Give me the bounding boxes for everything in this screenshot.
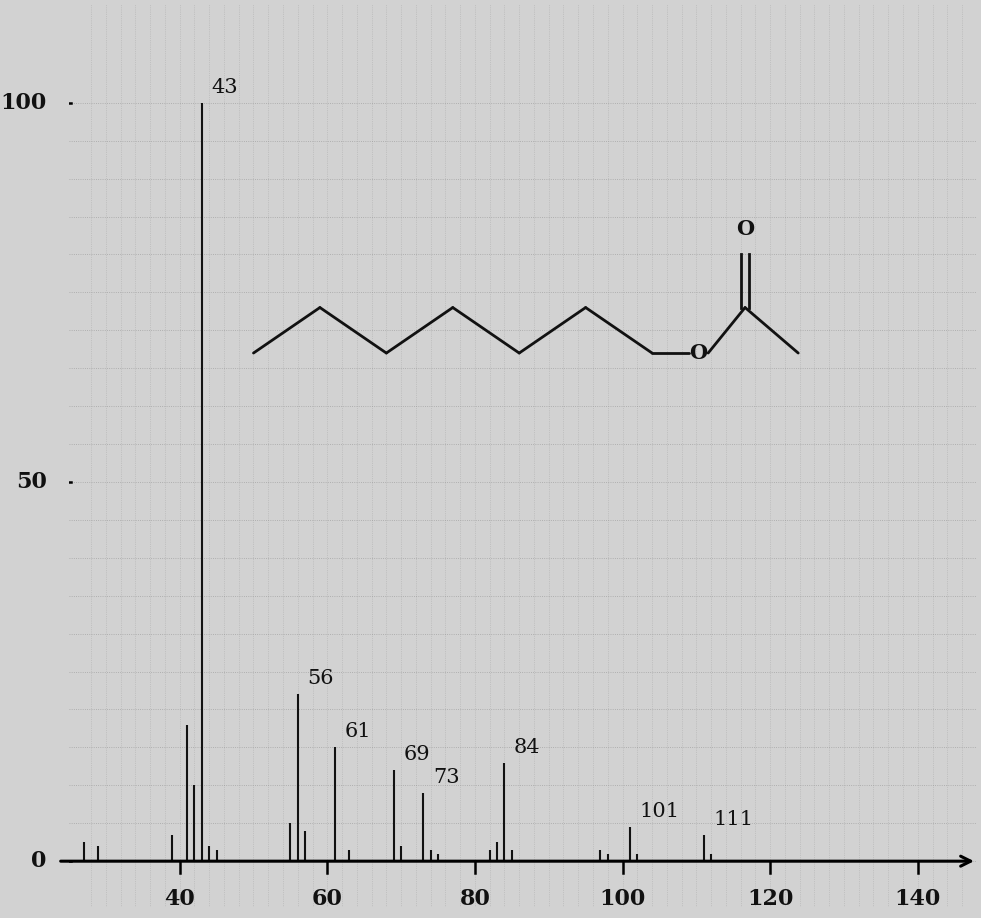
Text: 100: 100 [599,888,645,910]
Text: O: O [690,343,707,363]
Text: 101: 101 [640,802,680,821]
Text: 120: 120 [747,888,794,910]
Text: 140: 140 [895,888,941,910]
Text: 111: 111 [713,810,753,829]
Text: 80: 80 [459,888,490,910]
Text: 50: 50 [16,471,47,493]
Text: 0: 0 [31,850,47,872]
Text: 43: 43 [212,78,238,96]
Text: 61: 61 [344,722,371,742]
Text: 40: 40 [164,888,195,910]
Text: 60: 60 [312,888,342,910]
Text: 69: 69 [403,745,430,764]
Text: O: O [736,219,754,240]
Text: 100: 100 [1,92,47,114]
Text: 73: 73 [433,767,459,787]
Text: 56: 56 [307,669,334,688]
Text: 84: 84 [514,737,541,756]
